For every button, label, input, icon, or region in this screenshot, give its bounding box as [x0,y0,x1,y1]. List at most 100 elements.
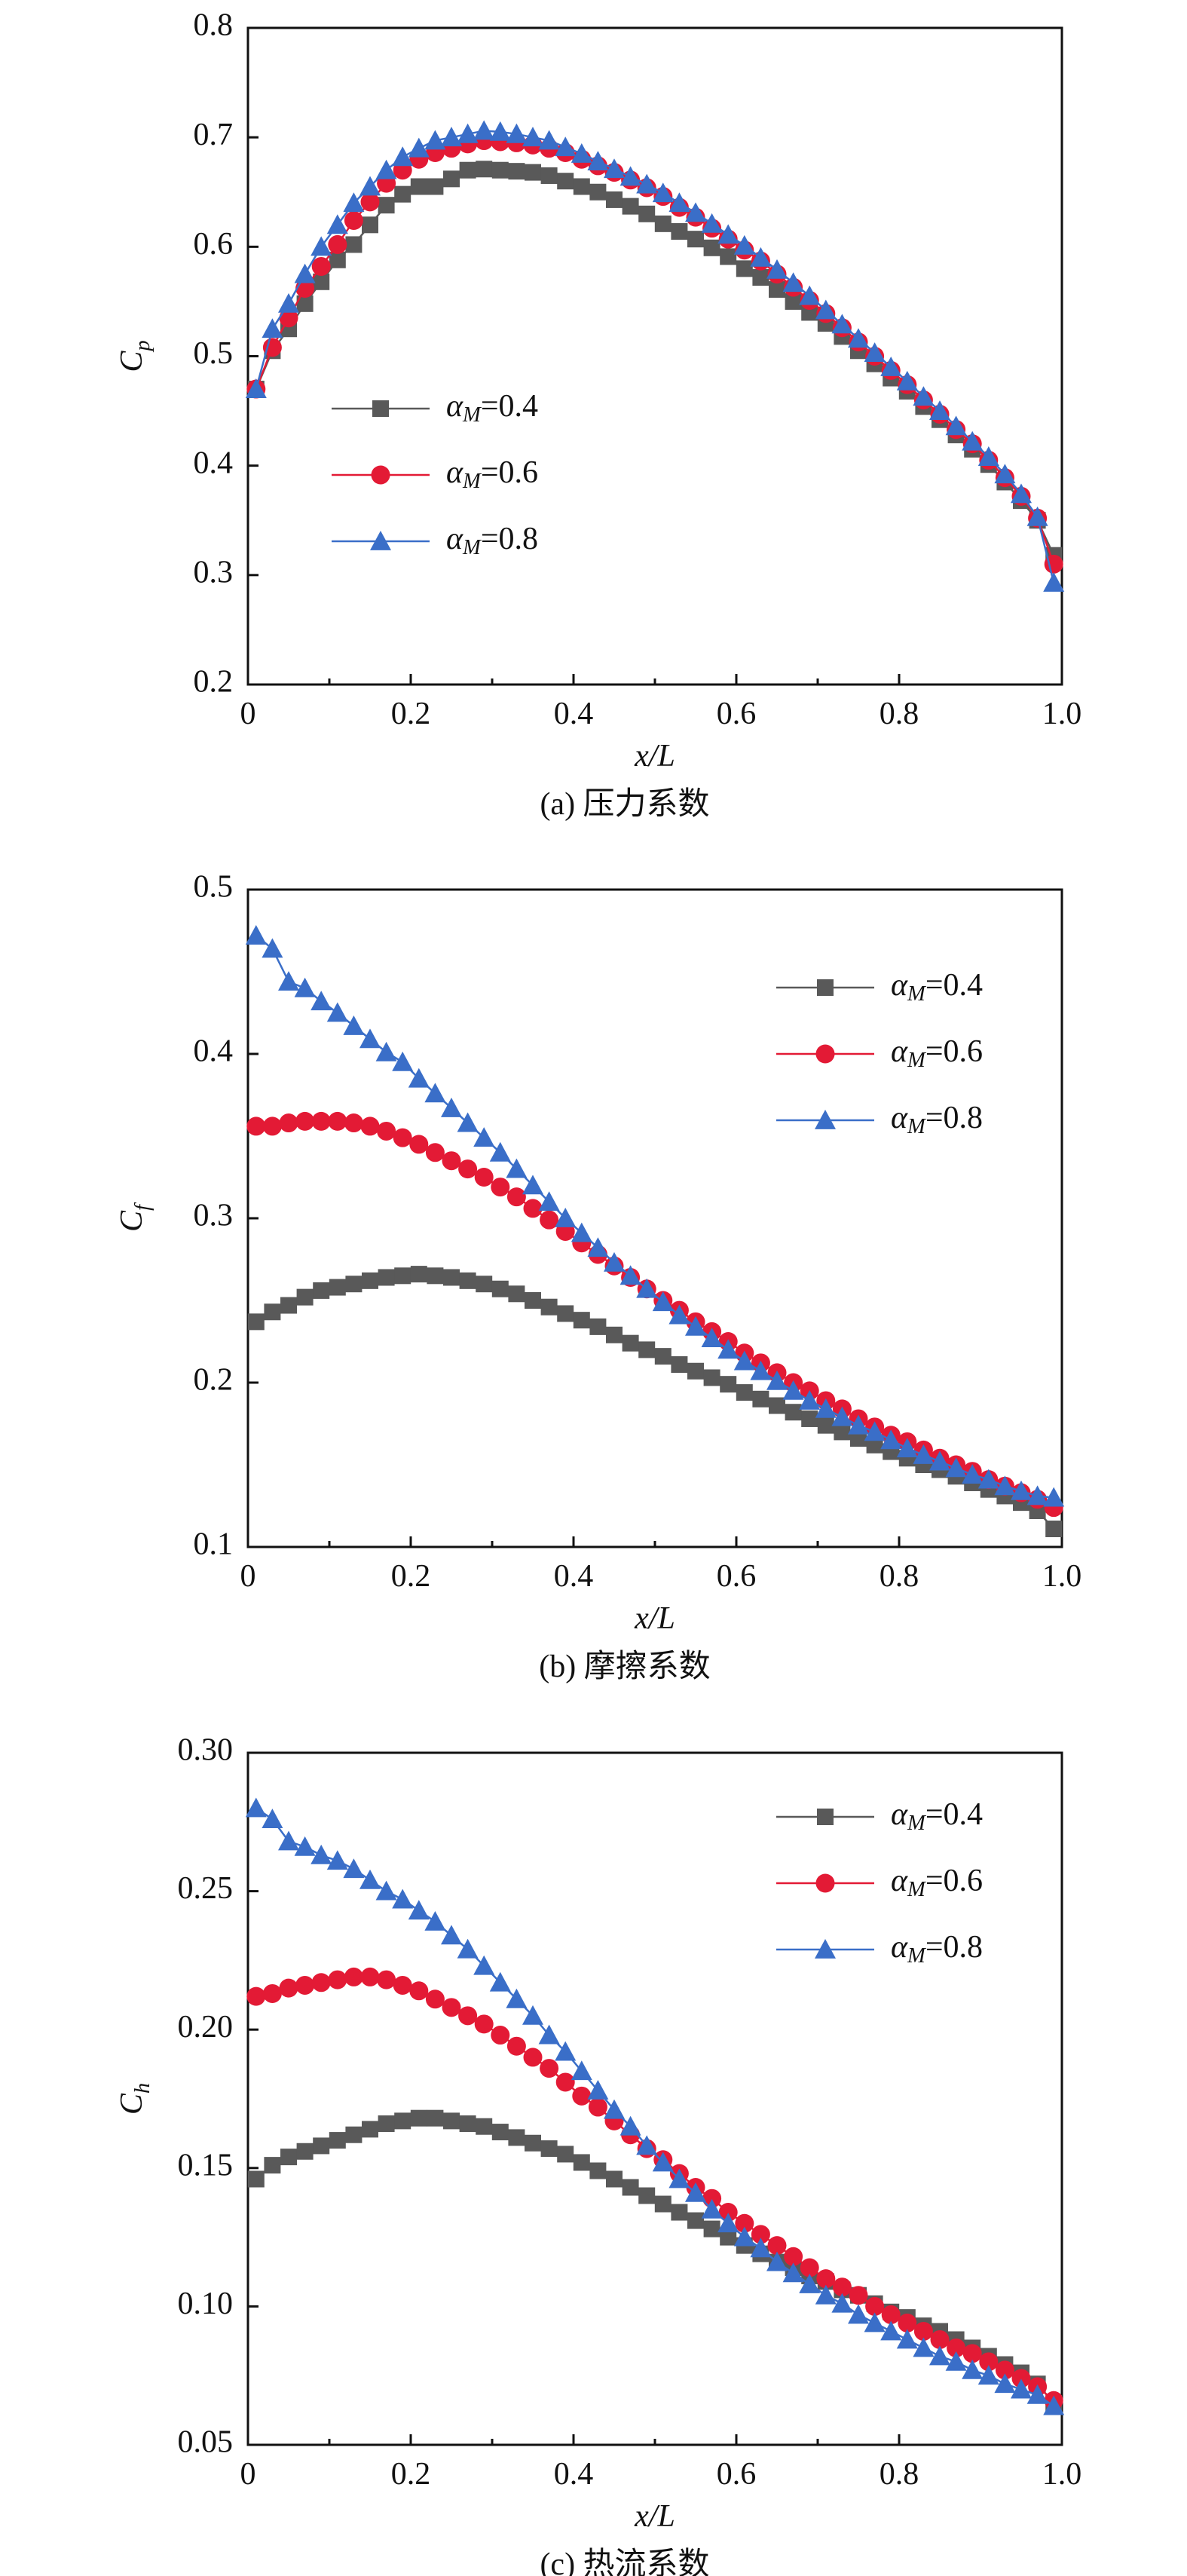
data-point [441,1097,462,1117]
data-point [668,1304,690,1325]
data-point [687,1362,704,1380]
legend-label: αM=0.4 [891,968,983,1006]
legend-marker-circle [815,1873,835,1893]
data-point [654,2195,672,2213]
data-point [555,2041,577,2061]
data-point [279,308,298,328]
data-point [588,2097,607,2117]
data-point [506,1187,526,1207]
series-0.4 [247,1266,1063,1538]
data-point [831,1406,853,1426]
data-point [687,2212,704,2229]
data-point [752,268,769,286]
data-point [424,1910,446,1931]
data-point [313,273,330,290]
data-point [375,159,397,179]
data-point [913,1444,935,1464]
data-point [378,197,395,214]
x-tick-label: 0.4 [554,2457,594,2492]
data-point [344,210,363,230]
data-point [864,2312,886,2332]
data-point [834,1423,851,1441]
data-point [880,357,902,376]
data-point [344,1967,363,1986]
y-tick-label: 0.5 [194,336,234,371]
data-point [443,1269,460,1286]
data-point [394,1267,411,1285]
legend-label: αM=0.8 [891,1101,983,1138]
data-point [782,1380,804,1400]
data-point [587,2079,609,2100]
data-point [815,1398,837,1418]
data-point [476,1276,493,1293]
x-tick-label: 0.6 [717,2457,757,2492]
x-tick-label: 0 [240,697,256,731]
series-line [255,935,1054,1499]
data-point [262,938,283,958]
data-point [717,1339,739,1359]
data-point [326,1850,348,1870]
x-tick-label: 0.2 [391,2457,431,2492]
data-point [1026,2384,1048,2404]
data-point [362,2121,378,2138]
data-point [489,1971,511,1992]
data-point [622,198,639,215]
y-tick-label: 0.7 [194,118,234,152]
data-point [295,1975,315,1995]
data-point [733,1350,755,1371]
legend-label: αM=0.6 [891,1864,983,1901]
data-point [750,247,772,267]
data-point [913,2321,933,2341]
data-point [522,2005,543,2025]
data-point [525,164,541,181]
data-point [343,1015,365,1035]
x-tick-label: 1.0 [1042,1559,1082,1594]
y-axis-label: Cp [115,340,154,372]
data-point [685,202,706,222]
data-point [506,1158,528,1178]
data-point [247,1313,265,1331]
data-point [638,205,656,222]
data-point [962,2344,982,2363]
y-tick-label: 0.8 [194,8,234,43]
data-point [362,1272,378,1289]
data-point [328,1970,347,1989]
data-point [801,1410,818,1427]
data-point [525,2134,541,2152]
legend-marker-square [817,1809,834,1825]
data-point [671,2204,688,2221]
data-point [654,215,672,232]
data-point [720,2228,737,2246]
data-point [508,1285,525,1303]
series-line [255,1120,1054,1509]
data-point [264,1303,281,1321]
y-axis-label: Ch [115,2083,154,2115]
data-point [864,342,886,363]
legend-label: αM=0.6 [446,455,538,493]
data-point [1043,2395,1065,2415]
data-point [296,2143,314,2160]
data-point [995,2360,1014,2380]
data-point [930,2329,950,2349]
data-point [278,293,299,313]
data-point [718,2203,738,2222]
data-point [622,1334,639,1352]
data-point [929,2345,950,2366]
data-point [540,2140,558,2158]
data-point [717,2213,739,2233]
data-point [262,318,283,338]
data-point [571,1222,592,1242]
legend-marker-circle [815,1044,835,1064]
x-tick-label: 1.0 [1042,2457,1082,2492]
data-point [573,178,590,195]
data-point [344,1113,363,1133]
data-point [769,1397,785,1414]
series-0.6 [246,131,1063,574]
data-point [246,1986,266,2006]
data-point [326,1002,348,1022]
data-point [733,2226,755,2247]
data-point [246,1116,266,1136]
data-point [343,1858,365,1879]
y-tick-label: 0.1 [194,1527,234,1562]
legend-marker-triangle [815,1939,836,1959]
